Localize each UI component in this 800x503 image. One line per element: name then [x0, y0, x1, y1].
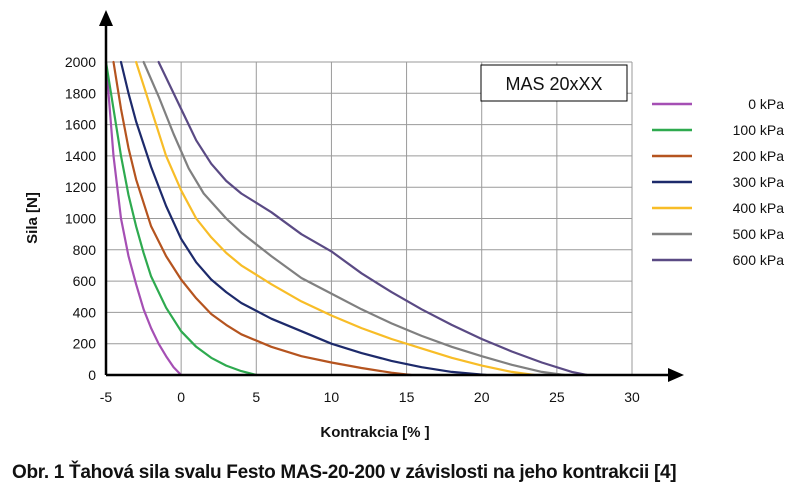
x-tick-label: 30 — [624, 389, 640, 405]
series-line-1 — [104, 60, 258, 377]
axes — [99, 10, 684, 382]
y-tick-label: 0 — [88, 367, 96, 383]
y-tick-labels: 0 200 400 600 800 1000 1200 1400 1600 1800 2000 — [65, 54, 96, 383]
legend-label-4: 400 kPa — [733, 200, 785, 216]
grid — [106, 61, 633, 375]
x-tick-labels: -5 0 5 10 15 20 25 30 — [100, 389, 640, 405]
y-tick-label: 1800 — [65, 85, 96, 101]
legend-label-5: 500 kPa — [733, 226, 785, 242]
y-axis-arrow — [99, 10, 113, 26]
figure-caption: Obr. 1 Ťahová sila svalu Festo MAS-20-20… — [12, 462, 677, 483]
series-line-3 — [119, 60, 488, 377]
y-tick-label: 1400 — [65, 148, 96, 164]
y-tick-label: 200 — [73, 336, 97, 352]
y-tick-label: 1000 — [65, 211, 96, 227]
y-tick-label: 400 — [73, 304, 97, 320]
legend: 0 kPa 100 kPa 200 kPa 300 kPa 400 kPa 500 kPa… — [652, 96, 784, 268]
box-annotation-label: MAS 20xXX — [505, 74, 602, 94]
x-tick-label: 25 — [549, 389, 565, 405]
x-tick-label: 10 — [324, 389, 340, 405]
legend-label-1: 100 kPa — [733, 122, 785, 138]
y-axis-title: Sila [N] — [24, 192, 41, 244]
x-axis-arrow — [668, 368, 684, 382]
y-tick-label: 800 — [73, 242, 97, 258]
series-line-4 — [135, 60, 536, 377]
y-tick-label: 2000 — [65, 54, 96, 70]
series-line-5 — [142, 60, 566, 377]
y-tick-label: 600 — [73, 273, 97, 289]
legend-label-6: 600 kPa — [733, 252, 785, 268]
x-tick-label: 15 — [399, 389, 415, 405]
legend-label-0: 0 kPa — [748, 96, 784, 112]
y-tick-label: 1200 — [65, 179, 96, 195]
series-lines — [104, 60, 588, 377]
y-tick-label: 1600 — [65, 117, 96, 133]
series-line-2 — [112, 60, 413, 377]
box-annotation-frame — [480, 64, 628, 102]
x-tick-label: 20 — [474, 389, 490, 405]
x-axis-title: Kontrakcia [% ] — [320, 424, 429, 441]
legend-label-2: 200 kPa — [733, 148, 785, 164]
box-annotation: MAS 20xXX — [480, 64, 628, 102]
x-tick-label: 5 — [252, 389, 260, 405]
legend-label-3: 300 kPa — [733, 174, 785, 190]
x-tick-label: -5 — [100, 389, 113, 405]
series-line-6 — [157, 60, 588, 377]
series-line-0 — [104, 60, 183, 377]
x-tick-label: 0 — [177, 389, 185, 405]
